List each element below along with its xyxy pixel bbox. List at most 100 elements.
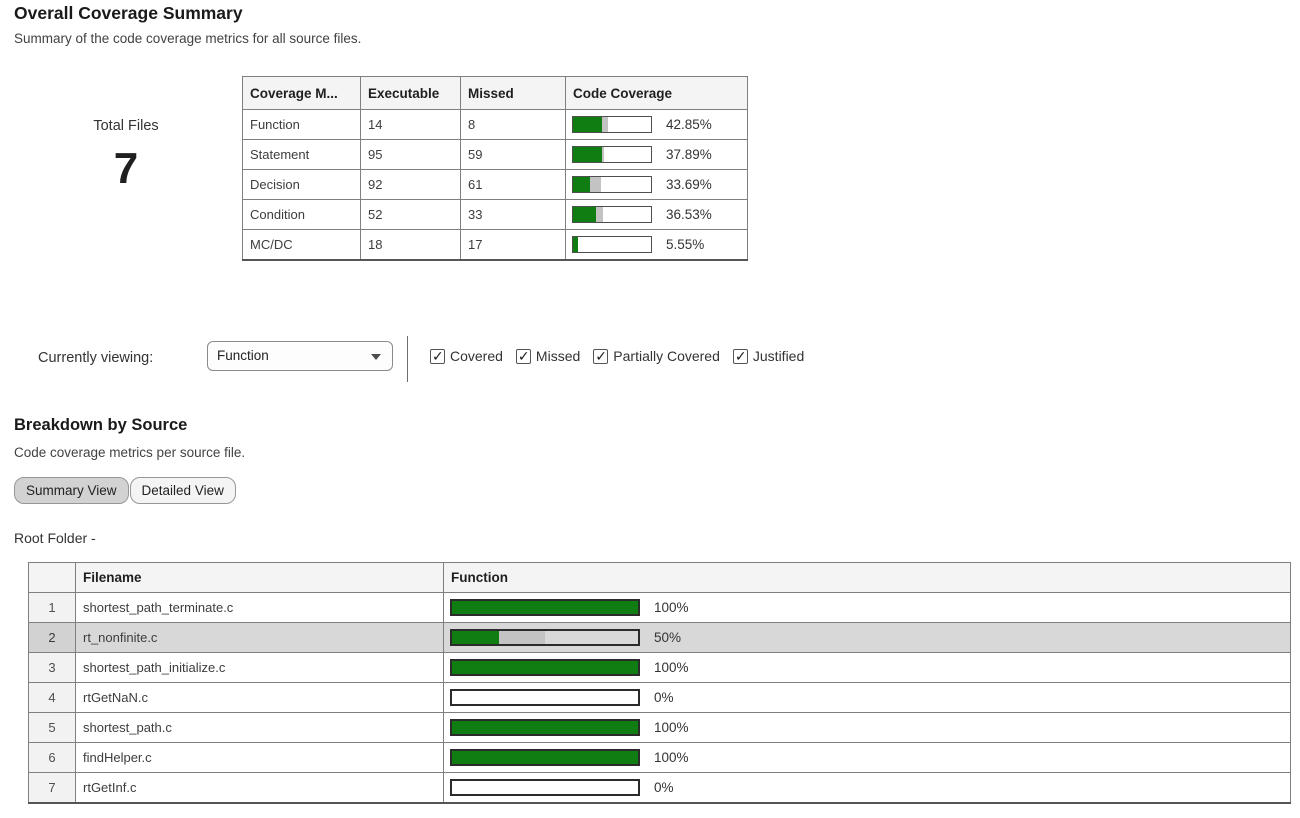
checkbox-missed-box[interactable] <box>515 348 531 365</box>
metric-cell: Statement <box>242 139 361 170</box>
coverage-cell: 100% <box>443 652 1291 683</box>
coverage-cell: 0% <box>443 772 1291 804</box>
missed-cell: 59 <box>460 139 566 170</box>
checkbox-covered[interactable]: Covered <box>430 348 503 365</box>
missed-cell: 8 <box>460 109 566 140</box>
summary-row-condition: Condition 52 33 36.53% <box>242 199 748 230</box>
executable-cell: 52 <box>360 199 461 230</box>
coverage-cell: 33.69% <box>565 169 748 200</box>
row-number: 6 <box>28 742 76 773</box>
summary-row-function: Function 14 8 42.85% <box>242 109 748 140</box>
filter-bar: Currently viewing: Function Covered Miss… <box>38 336 898 384</box>
summary-row-mcdc: MC/DC 18 17 5.55% <box>242 229 748 261</box>
coverage-cell: 100% <box>443 742 1291 773</box>
total-files-label: Total Files <box>93 118 159 134</box>
row-number: 1 <box>28 592 76 623</box>
executable-cell: 95 <box>360 139 461 170</box>
checkbox-justified[interactable]: Justified <box>732 348 804 365</box>
coverage-bar <box>450 749 640 767</box>
coverage-percent: 36.53% <box>666 207 712 223</box>
coverage-cell: 100% <box>443 712 1291 743</box>
coverage-bar <box>572 146 652 164</box>
summary-view-button[interactable]: Summary View <box>14 477 129 504</box>
row-number: 3 <box>28 652 76 683</box>
coverage-bar <box>450 719 640 737</box>
page-subtitle: Summary of the code coverage metrics for… <box>14 31 362 46</box>
filename-cell: rt_nonfinite.c <box>75 622 444 653</box>
coverage-bar <box>450 659 640 677</box>
table-row[interactable]: 4 rtGetNaN.c 0% <box>28 682 1291 713</box>
executable-cell: 14 <box>360 109 461 140</box>
coverage-percent: 0% <box>654 690 674 706</box>
breakdown-table: Filename Function 1 shortest_path_termin… <box>28 562 1291 804</box>
coverage-bar <box>450 689 640 707</box>
checkbox-partially-covered-box[interactable] <box>593 348 609 365</box>
coverage-cell: 0% <box>443 682 1291 713</box>
executable-cell: 18 <box>360 229 461 261</box>
coverage-bar <box>572 116 652 134</box>
checkbox-missed[interactable]: Missed <box>515 348 581 365</box>
coverage-percent: 33.69% <box>666 177 712 193</box>
checkbox-covered-box[interactable] <box>430 348 445 365</box>
filename-cell: findHelper.c <box>75 742 444 773</box>
coverage-percent: 42.85% <box>666 117 712 133</box>
filter-checkboxes: Covered Missed Partially Covered Justifi… <box>430 348 804 365</box>
page-title: Overall Coverage Summary <box>14 3 243 23</box>
metric-cell: Function <box>242 109 361 140</box>
table-row[interactable]: 5 shortest_path.c 100% <box>28 712 1291 743</box>
coverage-percent: 100% <box>654 600 689 616</box>
metric-cell: MC/DC <box>242 229 361 261</box>
coverage-percent: 100% <box>654 720 689 736</box>
filename-cell: rtGetNaN.c <box>75 682 444 713</box>
col-header-coverage-metric: Coverage M... <box>242 76 361 110</box>
breakdown-header-row: Filename Function <box>28 562 1291 593</box>
overall-summary-table: Coverage M... Executable Missed Code Cov… <box>242 76 748 261</box>
checkbox-partially-covered-label: Partially Covered <box>613 348 720 364</box>
metric-cell: Condition <box>242 199 361 230</box>
col-header-executable: Executable <box>360 76 461 110</box>
table-row[interactable]: 1 shortest_path_terminate.c 100% <box>28 592 1291 623</box>
coverage-cell: 37.89% <box>565 139 748 170</box>
table-row[interactable]: 7 rtGetInf.c 0% <box>28 772 1291 804</box>
chevron-down-icon <box>371 354 381 360</box>
missed-cell: 17 <box>460 229 566 261</box>
total-files-panel: Total Files 7 <box>40 118 212 191</box>
table-row[interactable]: 6 findHelper.c 100% <box>28 742 1291 773</box>
filename-cell: shortest_path.c <box>75 712 444 743</box>
executable-cell: 92 <box>360 169 461 200</box>
metric-cell: Decision <box>242 169 361 200</box>
coverage-bar <box>572 176 652 194</box>
filename-cell: rtGetInf.c <box>75 772 444 804</box>
table-row[interactable]: 3 shortest_path_initialize.c 100% <box>28 652 1291 683</box>
filter-divider <box>407 336 408 382</box>
breakdown-title: Breakdown by Source <box>14 416 188 434</box>
breakdown-subtitle: Code coverage metrics per source file. <box>14 445 246 460</box>
coverage-bar <box>450 599 640 617</box>
summary-row-decision: Decision 92 61 33.69% <box>242 169 748 200</box>
metric-dropdown[interactable]: Function <box>207 341 393 371</box>
total-files-value: 7 <box>113 144 139 193</box>
table-row[interactable]: 2 rt_nonfinite.c 50% <box>28 622 1291 653</box>
coverage-cell: 5.55% <box>565 229 748 261</box>
col-header-rownum <box>28 562 76 593</box>
coverage-bar <box>572 206 652 224</box>
checkbox-justified-box[interactable] <box>732 348 748 365</box>
coverage-bar <box>572 235 652 253</box>
coverage-percent: 37.89% <box>666 147 712 163</box>
coverage-cell: 36.53% <box>565 199 748 230</box>
col-header-function: Function <box>443 562 1291 593</box>
checkbox-partially-covered[interactable]: Partially Covered <box>593 348 720 365</box>
col-header-filename: Filename <box>75 562 444 593</box>
metric-dropdown-value: Function <box>217 348 269 363</box>
checkbox-missed-label: Missed <box>535 348 581 364</box>
detailed-view-button[interactable]: Detailed View <box>129 477 236 504</box>
coverage-percent: 0% <box>654 779 674 795</box>
coverage-cell: 42.85% <box>565 109 748 140</box>
checkbox-covered-label: Covered <box>450 348 503 364</box>
coverage-percent: 5.55% <box>666 236 705 252</box>
currently-viewing-label: Currently viewing: <box>38 350 154 366</box>
coverage-percent: 100% <box>654 750 689 766</box>
col-header-missed: Missed <box>460 76 566 110</box>
filename-cell: shortest_path_terminate.c <box>75 592 444 623</box>
